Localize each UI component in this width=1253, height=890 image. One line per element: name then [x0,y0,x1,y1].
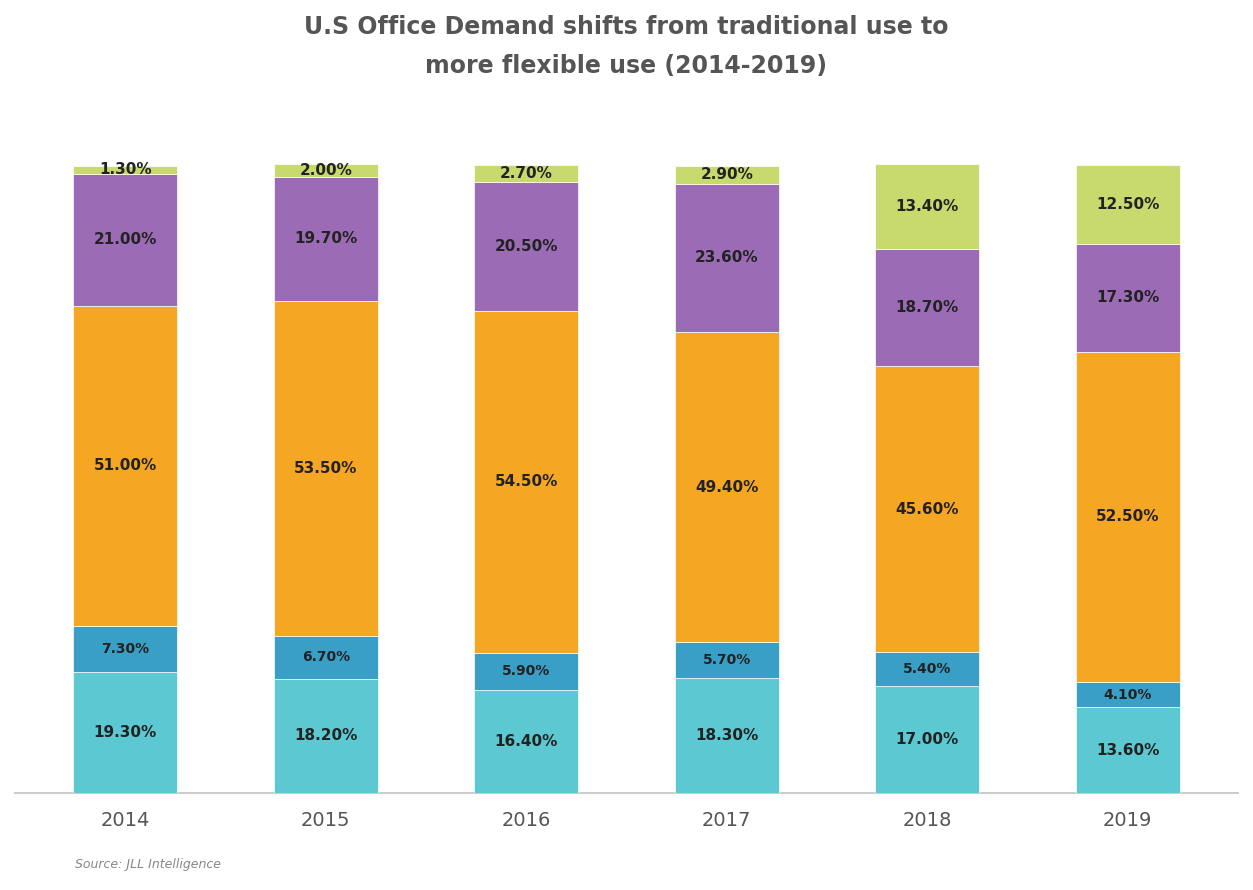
Bar [73,174,178,305]
Bar [273,165,378,177]
Bar [273,678,378,793]
Text: 1.30%: 1.30% [99,162,152,177]
Text: 6.70%: 6.70% [302,651,350,665]
Bar [875,686,980,793]
Bar [273,636,378,678]
Bar [674,332,779,642]
Text: Source: JLL Intelligence: Source: JLL Intelligence [75,858,222,870]
Text: 53.50%: 53.50% [294,461,357,476]
Bar [273,301,378,636]
Text: 7.30%: 7.30% [101,642,149,656]
Bar [474,165,579,182]
Bar [674,642,779,678]
Bar [73,166,178,174]
Bar [875,366,980,652]
Text: 13.40%: 13.40% [896,199,959,214]
Bar [73,626,178,672]
Text: 18.20%: 18.20% [294,728,357,743]
Text: 12.50%: 12.50% [1096,197,1159,212]
Bar [474,182,579,311]
Bar [474,690,579,793]
Text: 20.50%: 20.50% [495,239,558,254]
Bar [474,311,579,652]
Bar [674,184,779,332]
Bar [273,177,378,301]
Text: 54.50%: 54.50% [495,474,558,490]
Text: 19.70%: 19.70% [294,231,357,247]
Bar [474,652,579,690]
Title: U.S Office Demand shifts from traditional use to
more flexible use (2014-2019): U.S Office Demand shifts from traditiona… [304,15,949,78]
Text: 17.30%: 17.30% [1096,290,1159,305]
Bar [1075,244,1180,352]
Bar [674,678,779,793]
Text: 49.40%: 49.40% [695,480,758,495]
Bar [73,672,178,793]
Bar [1075,352,1180,682]
Text: 2.70%: 2.70% [500,166,553,181]
Text: 21.00%: 21.00% [94,232,157,247]
Text: 4.10%: 4.10% [1104,687,1152,701]
Text: 51.00%: 51.00% [94,458,157,473]
Bar [1075,165,1180,244]
Text: 13.60%: 13.60% [1096,742,1159,757]
Text: 17.00%: 17.00% [896,732,959,747]
Bar [1075,708,1180,793]
Text: 5.70%: 5.70% [703,653,751,667]
Bar [73,305,178,626]
Text: 2.90%: 2.90% [700,167,753,182]
Bar [875,652,980,686]
Text: 19.30%: 19.30% [94,724,157,740]
Text: 45.60%: 45.60% [896,502,959,516]
Text: 2.00%: 2.00% [299,163,352,178]
Text: 5.90%: 5.90% [502,664,550,678]
Bar [674,166,779,184]
Text: 23.60%: 23.60% [695,250,758,265]
Text: 18.30%: 18.30% [695,728,758,743]
Text: 5.40%: 5.40% [903,662,951,676]
Bar [875,165,980,248]
Text: 18.70%: 18.70% [896,300,959,315]
Bar [1075,682,1180,708]
Text: 16.40%: 16.40% [495,733,558,748]
Text: 52.50%: 52.50% [1096,509,1159,524]
Bar [875,248,980,366]
